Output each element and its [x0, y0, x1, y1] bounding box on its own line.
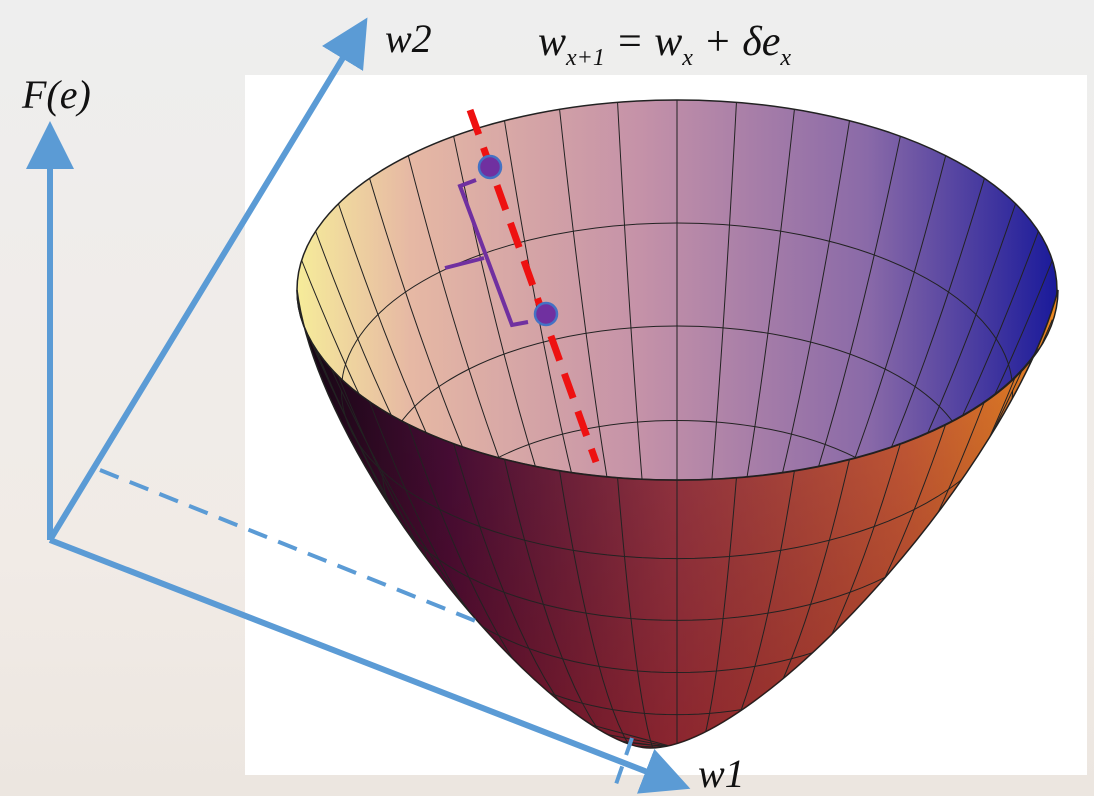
w2-axis-label: w2 — [385, 16, 432, 61]
point-before — [477, 154, 503, 180]
grid-meridian — [676, 155, 947, 480]
projection-line — [99, 468, 479, 624]
grid-meridian — [617, 102, 678, 480]
grid-meridian — [676, 120, 851, 480]
projection-tick — [612, 737, 634, 791]
point-after — [533, 301, 559, 327]
grid-meridian — [301, 260, 678, 480]
grid-meridian — [676, 136, 901, 480]
update-formula: wx+1 = wx + δex — [538, 19, 791, 71]
grid-meridian — [676, 109, 795, 480]
grid-meridian — [676, 102, 737, 480]
step-bracket — [457, 178, 529, 328]
grid-meridian — [676, 178, 985, 480]
formula-sub: x+1 — [565, 45, 605, 71]
grid-meridian — [617, 477, 678, 748]
formula-sub: x — [681, 45, 693, 71]
w1-axis-label: w1 — [698, 751, 745, 796]
grid-meridian — [676, 477, 737, 748]
grid-meridian — [407, 155, 678, 480]
formula-part: + δe — [693, 19, 781, 65]
f-axis-label: F(e) — [21, 72, 91, 117]
grid-meridian — [369, 178, 678, 480]
grid-meridian — [676, 260, 1053, 480]
w2-axis — [47, 17, 368, 542]
w1-axis — [48, 537, 691, 794]
formula-sub: x — [779, 45, 791, 71]
bracket-tick — [444, 256, 485, 270]
grid-meridian — [503, 120, 678, 480]
formula-part: w — [538, 19, 566, 65]
grid-meridian — [559, 109, 678, 480]
formula-part: = w — [605, 19, 682, 65]
